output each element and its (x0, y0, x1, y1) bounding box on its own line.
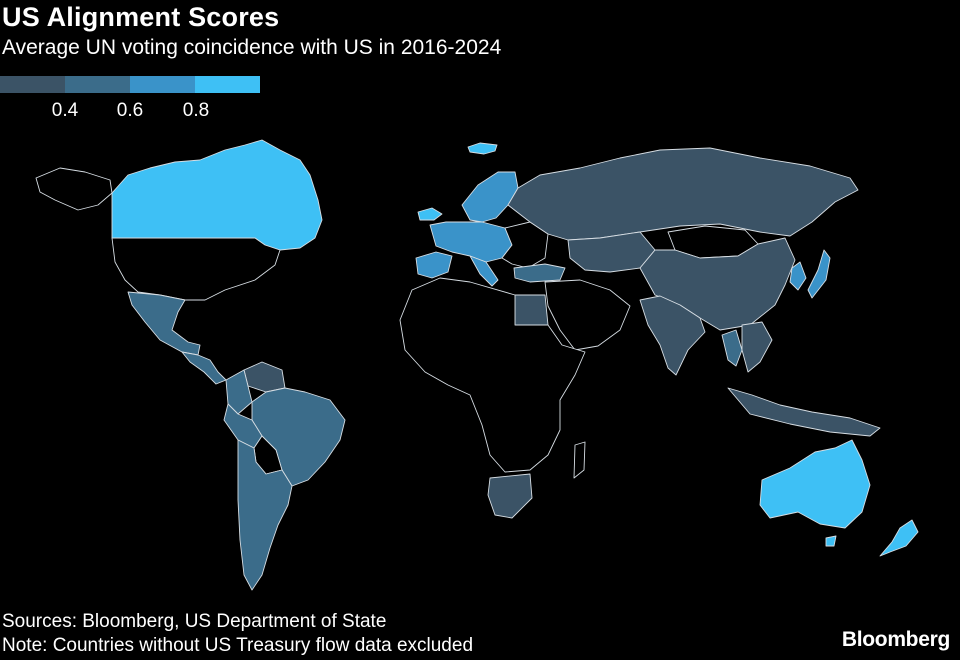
world-map (0, 130, 960, 610)
region-iceland (417, 207, 443, 221)
legend-swatch-mid-high (130, 76, 195, 93)
region-new-zealand (879, 519, 919, 557)
legend-tick-label: 0.8 (182, 100, 210, 121)
legend-swatch-high (195, 76, 260, 93)
legend-color-bar (0, 76, 260, 93)
chart-subtitle: Average UN voting coincidence with US in… (2, 36, 502, 59)
region-indonesia (727, 387, 881, 437)
region-greenland (467, 142, 498, 155)
region-italy (469, 255, 499, 287)
region-madagascar (573, 441, 586, 479)
region-alaska (35, 167, 113, 211)
legend-tick-label: 0.4 (51, 100, 79, 121)
region-mexico (127, 291, 201, 356)
region-spain (415, 251, 453, 279)
region-india (639, 295, 706, 376)
region-africa (399, 277, 586, 473)
region-united-states (111, 237, 281, 301)
region-central-america (181, 351, 227, 385)
world-map-svg (35, 139, 919, 591)
legend-swatch-low (0, 76, 65, 93)
region-tasmania (825, 535, 837, 547)
region-thailand (721, 329, 743, 367)
region-turkey (513, 263, 566, 283)
color-legend: 0.4 0.6 0.8 (0, 76, 262, 126)
footnote: Note: Countries without US Treasury flow… (2, 635, 474, 656)
region-scandinavia (461, 171, 519, 223)
region-argentina (237, 439, 293, 591)
legend-tick-label: 0.6 (116, 100, 144, 121)
bloomberg-logo: Bloomberg (841, 628, 950, 651)
sources-note: Sources: Bloomberg, US Department of Sta… (2, 611, 387, 632)
region-canada (111, 139, 323, 251)
region-australia (759, 439, 871, 529)
region-korea (789, 261, 807, 291)
region-venezuela (243, 361, 286, 393)
region-japan (807, 249, 831, 299)
region-middle-east (544, 279, 631, 351)
region-egypt (514, 294, 549, 326)
region-russia (507, 147, 859, 241)
region-southeast-asia (741, 321, 773, 373)
region-south-africa (487, 473, 533, 519)
legend-swatch-mid-low (65, 76, 130, 93)
chart-title: US Alignment Scores (2, 2, 280, 32)
